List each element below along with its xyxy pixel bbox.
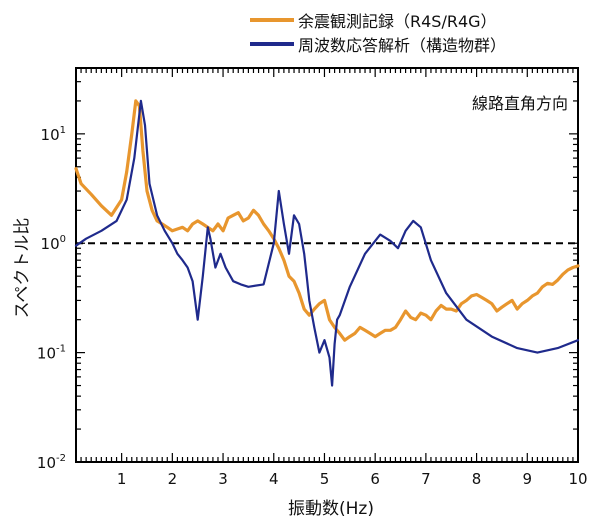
legend-swatch-observed [250,18,294,22]
series-line-observed [74,99,580,342]
legend-label-observed: 余震観測記録（R4S/R4G） [298,12,497,31]
series-line-analysis [74,99,580,387]
legend: 余震観測記録（R4S/R4G） 周波数応答解析（構造物群） [250,8,590,56]
plot-frame [75,67,579,463]
legend-label-analysis: 周波数応答解析（構造物群） [298,36,507,55]
y-tick-label: 100 [41,234,66,253]
x-tick-label: 5 [320,470,330,488]
y-tick-label: 10-1 [37,344,66,363]
x-tick-label: 7 [421,470,431,488]
x-tick-label: 3 [218,470,228,488]
y-tick-label: 10-2 [37,453,66,472]
x-tick-label: 8 [472,470,482,488]
y-tick-label: 101 [41,125,66,144]
x-tick-label: 4 [269,470,279,488]
x-tick-label: 6 [370,470,380,488]
series [74,99,580,387]
x-axis-label: 振動数(Hz) [288,499,374,519]
y-axis-label: スペクトル比 [12,217,33,319]
x-tick-label: 10 [568,470,587,488]
legend-item-observed: 余震観測記録（R4S/R4G） [250,8,590,32]
ticks: 1 2 3 4 5 6 7 8 9 10 10-2 10-1 100 101 [37,67,588,488]
x-tick-label: 9 [523,470,533,488]
chart-annotation: 線路直角方向 [471,94,568,113]
legend-item-analysis: 周波数応答解析（構造物群） [250,32,590,56]
x-tick-label: 2 [168,470,178,488]
legend-swatch-analysis [250,42,294,46]
x-tick-label: 1 [117,470,127,488]
